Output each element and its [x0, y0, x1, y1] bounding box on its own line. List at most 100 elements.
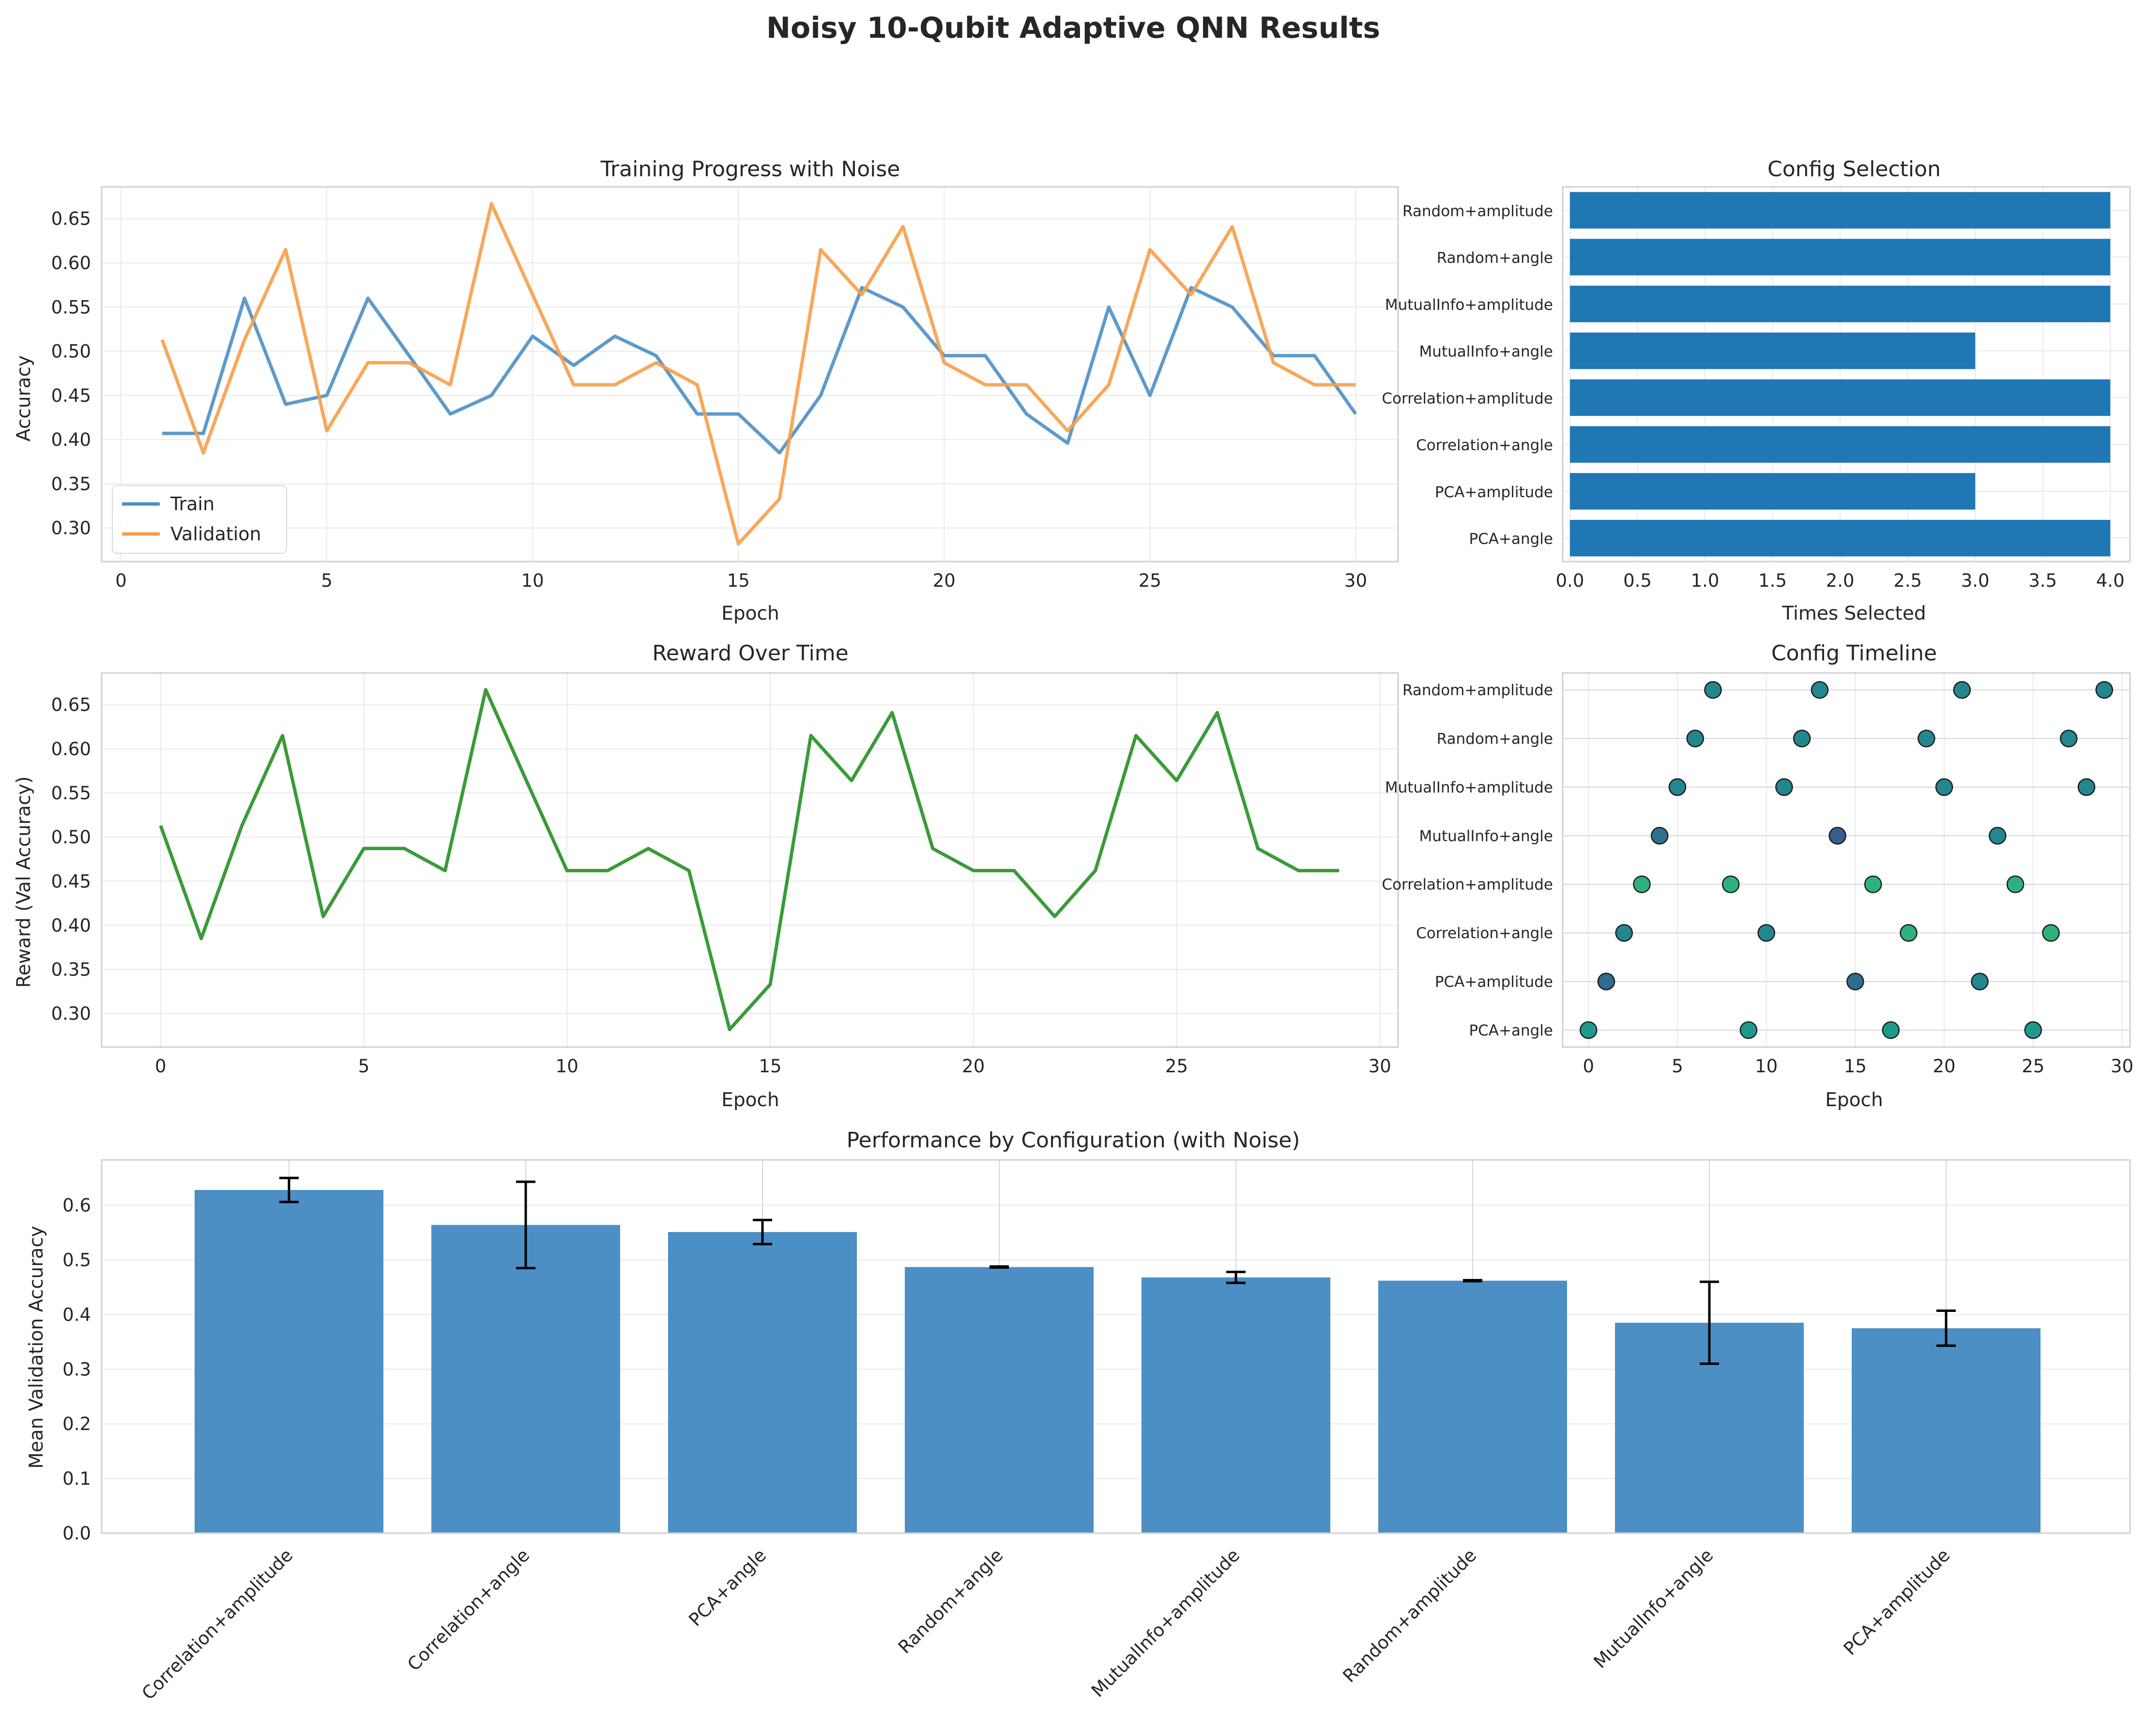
performance-bar	[431, 1225, 620, 1533]
timeline-point	[2042, 924, 2060, 942]
selection-x-tick-label: 3.5	[2028, 570, 2057, 591]
selection-bar	[1570, 286, 2111, 322]
timeline-category-label: Correlation+angle	[1416, 925, 1553, 942]
selection-bar	[1570, 519, 2111, 557]
reward-y-tick-label: 0.55	[51, 783, 91, 804]
selection-category-label: PCA+angle	[1469, 531, 1553, 548]
reward-series-line	[159, 688, 1340, 1032]
performance-bar	[1378, 1280, 1567, 1533]
training-y-tick-label: 0.50	[51, 341, 91, 362]
timeline-point	[1615, 924, 1633, 942]
chart-config-selection: Config Selection Times Selected 0.0 0.5 1.…	[1382, 157, 2131, 624]
training-series-line-train	[162, 286, 1357, 455]
training-y-tick-label: 0.65	[51, 209, 91, 229]
timeline-point	[1918, 730, 1935, 747]
selection-x-tick-label: 3.0	[1961, 570, 1990, 591]
selection-category-label: MutualInfo+amplitude	[1385, 296, 1553, 314]
training-series-line-validation	[160, 202, 1356, 546]
performance-y-axis-label: Mean Validation Accuracy	[26, 1226, 47, 1469]
training-y-tick-label: 0.45	[51, 385, 91, 406]
timeline-point	[1650, 827, 1669, 845]
training-x-tick-label: 10	[521, 570, 544, 591]
performance-plot-area: 0.0 0.1 0.2 0.3 0.4 0.5 0.6 Correlation+amplitu…	[62, 1159, 2131, 1704]
timeline-category-label: PCA+angle	[1469, 1022, 1553, 1039]
reward-x-tick-label: 5	[358, 1056, 370, 1077]
timeline-point	[1953, 681, 1971, 699]
performance-error-bar	[753, 1218, 772, 1246]
training-x-tick-label: 15	[727, 570, 750, 591]
performance-category-label: Correlation+amplitude	[138, 1545, 297, 1704]
reward-x-tick-label: 30	[1369, 1056, 1391, 1077]
reward-y-axis-label: Reward (Val Accuracy)	[13, 777, 35, 988]
timeline-point	[1686, 730, 1704, 747]
timeline-point	[1971, 973, 1989, 990]
figure-title: Noisy 10-Qubit Adaptive QNN Results	[766, 11, 1380, 45]
reward-x-tick-label: 25	[1165, 1056, 1188, 1077]
timeline-point	[1721, 875, 1740, 893]
timeline-point	[1580, 1021, 1598, 1039]
timeline-category-label: Random+amplitude	[1402, 682, 1553, 699]
training-x-tick-label: 0	[115, 570, 127, 591]
timeline-category-label: Correlation+amplitude	[1382, 876, 1553, 894]
performance-y-tick-label: 0.5	[62, 1250, 91, 1271]
reward-y-tick-label: 0.60	[51, 739, 91, 760]
performance-error-bar	[279, 1176, 299, 1203]
performance-y-tick-label: 0.6	[62, 1195, 91, 1216]
timeline-point	[1935, 778, 1953, 796]
training-x-tick-label: 5	[321, 570, 333, 591]
timeline-x-tick-label: 25	[2022, 1056, 2044, 1077]
timeline-category-label: Random+angle	[1437, 731, 1553, 748]
reward-y-tick-label: 0.45	[51, 871, 91, 892]
selection-x-axis-label: Times Selected	[1782, 603, 1926, 624]
selection-category-label: Random+amplitude	[1402, 202, 1553, 220]
performance-bar	[905, 1267, 1094, 1533]
training-y-tick-label: 0.55	[51, 297, 91, 318]
performance-chart-title: Performance by Configuration (with Noise…	[847, 1128, 1300, 1153]
timeline-point	[1900, 924, 1918, 942]
performance-bar	[668, 1232, 857, 1533]
selection-category-label: Correlation+amplitude	[1382, 390, 1553, 407]
selection-bar	[1570, 473, 1976, 510]
timeline-chart-title: Config Timeline	[1771, 641, 1937, 666]
training-y-tick-label: 0.60	[51, 253, 91, 274]
chart-reward-over-time: Reward Over Time Epoch Reward (Val Accur…	[13, 641, 1399, 1111]
reward-x-tick-label: 10	[556, 1056, 579, 1077]
selection-x-tick-label: 4.0	[2096, 570, 2125, 591]
performance-category-label: PCA+angle	[685, 1545, 770, 1630]
selection-bar	[1570, 332, 1976, 369]
performance-error-bar	[1226, 1270, 1246, 1284]
training-legend-label: Train	[170, 493, 214, 515]
timeline-x-tick-label: 5	[1672, 1056, 1683, 1077]
training-x-tick-label: 20	[933, 570, 956, 591]
reward-y-tick-label: 0.65	[51, 695, 91, 716]
selection-x-tick-label: 0.5	[1623, 570, 1652, 591]
performance-y-tick-label: 0.1	[62, 1468, 91, 1489]
performance-category-label: Correlation+angle	[403, 1545, 533, 1675]
performance-category-label: MutualInfo+amplitude	[1087, 1545, 1244, 1701]
timeline-x-tick-label: 10	[1755, 1056, 1778, 1077]
performance-y-tick-label: 0.3	[62, 1359, 91, 1380]
performance-bar	[1852, 1328, 2040, 1533]
selection-bar	[1570, 239, 2111, 275]
performance-error-bar	[990, 1265, 1009, 1269]
performance-error-bar	[1463, 1279, 1482, 1283]
reward-x-tick-label: 15	[759, 1056, 781, 1077]
timeline-point	[1793, 730, 1811, 747]
selection-x-tick-label: 2.0	[1826, 570, 1855, 591]
timeline-point	[1846, 973, 1864, 990]
reward-y-tick-label: 0.30	[51, 1004, 91, 1024]
timeline-point	[1739, 1021, 1758, 1039]
performance-error-bar	[1700, 1280, 1719, 1365]
timeline-point	[2006, 875, 2025, 893]
chart-training-progress: Training Progress with Noise Epoch Accur…	[13, 157, 1399, 624]
training-plot-area: 0 5 10 15 20 25 30 0.30 0.35 0.40 0.45 0.50 0.55 0.60…	[51, 186, 1399, 591]
reward-x-tick-label: 20	[962, 1056, 985, 1077]
training-x-tick-label: 30	[1344, 570, 1367, 591]
timeline-point	[2077, 778, 2096, 796]
training-y-tick-label: 0.30	[51, 518, 91, 539]
reward-frame	[101, 672, 1399, 1048]
selection-bar	[1570, 192, 2111, 229]
performance-y-tick-label: 0.4	[62, 1304, 91, 1325]
performance-error-bar	[1936, 1310, 1956, 1347]
timeline-point	[1757, 924, 1775, 942]
